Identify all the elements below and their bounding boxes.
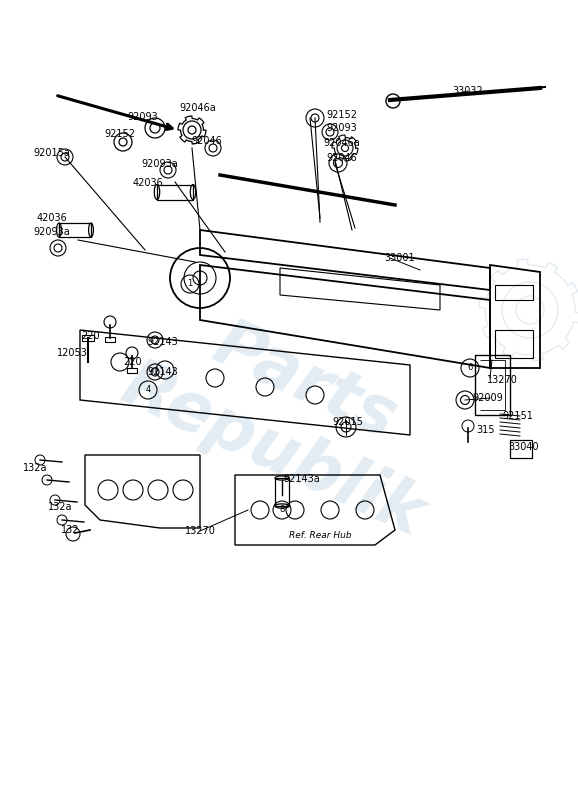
Text: 92151: 92151 (502, 411, 533, 421)
Text: 33032: 33032 (453, 86, 483, 96)
Text: 92015a: 92015a (34, 148, 71, 158)
Text: Parts
Republik: Parts Republik (111, 282, 467, 550)
Bar (275, 478, 289, 506)
Bar (105, 337, 115, 342)
Text: 92046a: 92046a (180, 103, 216, 113)
Text: 42036: 42036 (132, 178, 164, 188)
Text: 132a: 132a (48, 502, 72, 512)
Text: 92143: 92143 (147, 367, 179, 377)
Text: 92093: 92093 (327, 123, 357, 133)
Text: 8: 8 (279, 506, 285, 514)
Text: 92152: 92152 (327, 110, 358, 120)
Text: 12053: 12053 (57, 348, 87, 358)
Bar (495, 330, 533, 358)
Text: 92046: 92046 (327, 153, 357, 163)
Text: 92093: 92093 (128, 112, 158, 122)
Bar (495, 285, 533, 300)
Text: 1: 1 (187, 279, 192, 289)
Text: 92143: 92143 (147, 337, 179, 347)
Bar (127, 368, 137, 373)
Text: 220: 220 (81, 331, 101, 341)
Text: 33040: 33040 (509, 442, 539, 452)
Bar (510, 440, 532, 458)
Text: 315: 315 (477, 425, 495, 435)
Text: 92009: 92009 (473, 393, 503, 403)
Bar (157, 185, 193, 199)
Text: 92046: 92046 (192, 136, 223, 146)
Text: 220: 220 (124, 357, 142, 367)
Text: 132a: 132a (23, 463, 47, 473)
Text: 42036: 42036 (36, 213, 68, 223)
Text: 92015: 92015 (332, 417, 364, 427)
Text: 33001: 33001 (385, 253, 416, 263)
Text: 92046a: 92046a (324, 138, 360, 148)
Text: 92143a: 92143a (284, 474, 320, 484)
Text: 92093a: 92093a (34, 227, 71, 237)
Bar (82, 335, 94, 341)
Text: 132: 132 (61, 525, 79, 535)
Text: 13270: 13270 (487, 375, 517, 385)
Text: 13270: 13270 (184, 526, 216, 536)
Text: 92152: 92152 (105, 129, 135, 139)
Text: 92093a: 92093a (142, 159, 179, 169)
Text: 6: 6 (467, 363, 473, 373)
Text: Ref. Rear Hub: Ref. Rear Hub (288, 530, 351, 539)
Bar (59, 223, 91, 237)
Text: 4: 4 (146, 386, 151, 394)
